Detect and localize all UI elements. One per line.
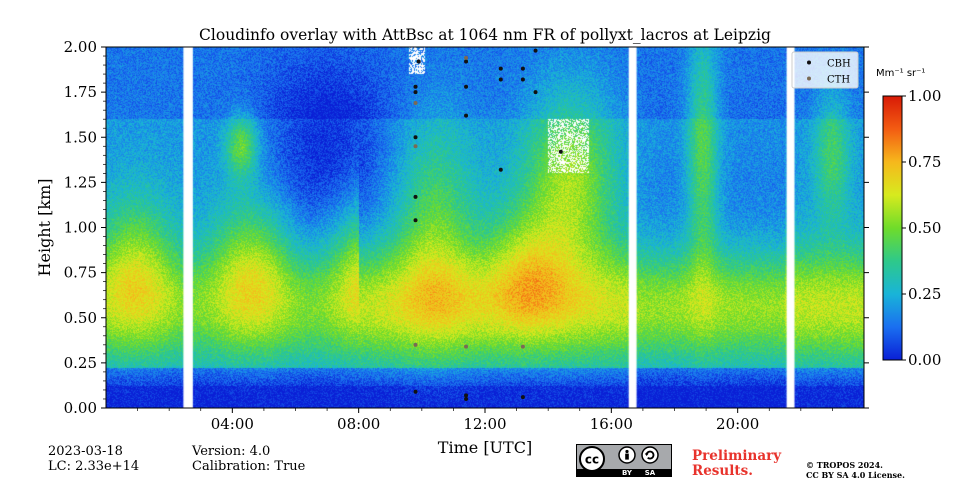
y-axis-label: Height [km]: [35, 179, 54, 277]
preliminary-results-note: Preliminary Results.: [692, 449, 781, 479]
cbh-point: [413, 194, 418, 199]
copyright-line-2: CC BY SA 4.0 License.: [806, 470, 905, 480]
cbh-point: [464, 59, 469, 64]
cth-point: [413, 144, 418, 149]
cbh-point: [498, 77, 503, 82]
cbh-point: [464, 393, 469, 398]
cth-point: [520, 344, 525, 349]
x-axis-label: Time [UTC]: [438, 438, 532, 457]
y-tick-label: 0.00: [64, 399, 97, 417]
calibration-label: Calibration: True: [192, 459, 306, 474]
colorbar-tick-label: 0.75: [908, 153, 941, 171]
cth-point: [464, 344, 469, 349]
y-tick-label: 0.25: [64, 354, 97, 372]
cbh-point: [413, 90, 418, 95]
cth-point: [413, 100, 418, 105]
cc-by-sa-license-badge: cc BY SA: [576, 444, 672, 477]
cbh-point: [413, 135, 418, 140]
cbh-point: [413, 218, 418, 223]
cc-logo-text: cc: [585, 453, 599, 467]
cbh-point: [464, 396, 469, 401]
y-tick-label: 1.25: [64, 173, 97, 191]
cbh-point: [498, 66, 503, 71]
x-tick-label: 12:00: [463, 415, 506, 433]
y-tick-label: 2.00: [64, 38, 97, 56]
y-tick-label: 0.50: [64, 309, 97, 327]
y-tick-label: 1.50: [64, 128, 97, 146]
series-cth: [413, 55, 525, 349]
legend-marker-cth: [807, 76, 811, 81]
cbh-point: [413, 84, 418, 89]
cbh-point: [413, 389, 418, 394]
legend-label-cbh: CBH: [827, 59, 851, 70]
colorbar-tick-label: 0.25: [908, 285, 941, 303]
cbh-point: [520, 66, 525, 71]
x-tick-label: 20:00: [716, 415, 759, 433]
colorbar-tick-label: 1.00: [908, 87, 941, 105]
cbh-point: [558, 149, 563, 154]
preliminary-line-1: Preliminary: [692, 448, 782, 464]
cth-point: [464, 55, 469, 60]
x-tick-label: 08:00: [337, 415, 380, 433]
cbh-point: [520, 395, 525, 400]
x-tick-label: 04:00: [211, 415, 254, 433]
colorbar-tick-label: 0.50: [908, 219, 941, 237]
colorbar: [882, 95, 903, 361]
legend-label-cth: CTH: [827, 75, 850, 86]
chart-title: Cloudinfo overlay with AttBsc at 1064 nm…: [199, 26, 771, 44]
copyright-notice: © TROPOS 2024. CC BY SA 4.0 License.: [806, 460, 905, 480]
version-label: Version: 4.0: [192, 444, 271, 459]
legend-marker-cbh: [807, 60, 811, 65]
cbh-point: [533, 90, 538, 95]
colorbar-tick-label: 0.00: [908, 351, 941, 369]
cth-point: [413, 342, 418, 347]
cbh-point: [464, 84, 469, 89]
cbh-point: [498, 167, 503, 172]
by-label: BY: [622, 469, 633, 477]
legend: CBH CTH: [791, 51, 859, 89]
cbh-point: [520, 77, 525, 82]
lc-label: LC: 2.33e+14: [48, 459, 140, 474]
backscatter-heatmap: [106, 47, 864, 408]
y-tick-label: 1.00: [64, 219, 97, 237]
y-tick-label: 1.75: [64, 83, 97, 101]
x-tick-label: 16:00: [590, 415, 633, 433]
date-label: 2023-03-18: [48, 444, 123, 459]
colorbar-unit-label: Mm⁻¹ sr⁻¹: [876, 68, 925, 79]
cbh-point: [533, 48, 538, 53]
preliminary-line-2: Results.: [692, 463, 753, 479]
cbh-point: [464, 113, 469, 118]
series-cbh: [413, 48, 563, 401]
sa-label: SA: [645, 469, 656, 477]
cbh-point: [416, 59, 421, 64]
y-tick-label: 0.75: [64, 264, 97, 282]
copyright-line-1: © TROPOS 2024.: [806, 460, 883, 470]
